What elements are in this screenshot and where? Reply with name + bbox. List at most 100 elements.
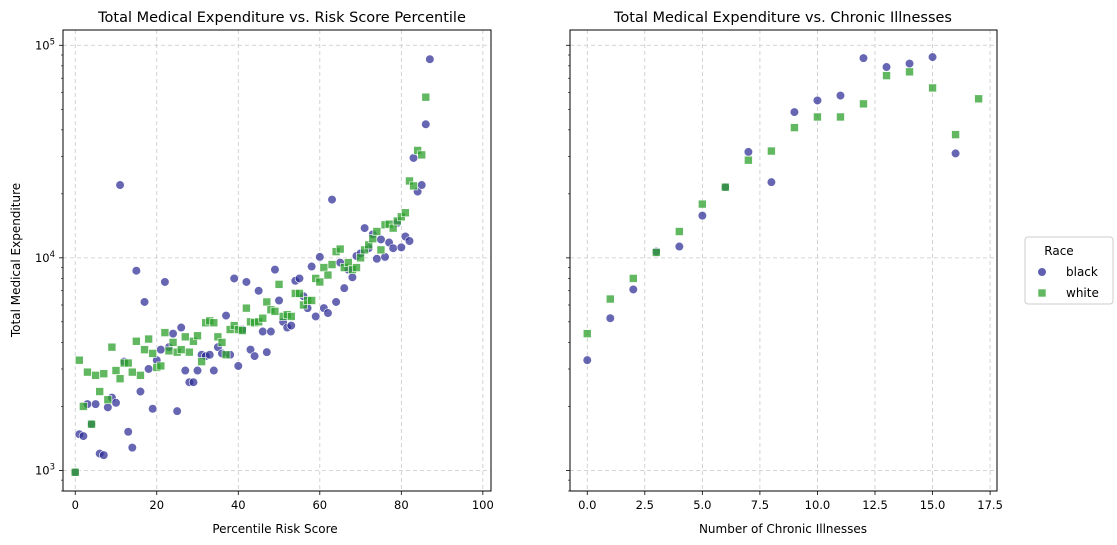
left-point-white	[209, 318, 219, 328]
left-point-white	[160, 328, 170, 337]
right-point-white	[698, 199, 707, 209]
left-point-black	[229, 273, 239, 284]
left-point-black	[315, 252, 325, 262]
left-point-white	[335, 244, 345, 254]
left-point-white	[115, 374, 125, 384]
left-point-white	[87, 419, 96, 429]
left-point-white	[132, 336, 141, 346]
left-x-tick-label: 80	[394, 498, 409, 512]
left-point-white	[193, 331, 202, 341]
left-point-white	[242, 303, 251, 313]
right-point-black	[628, 284, 638, 295]
left-point-white	[409, 181, 418, 191]
right-point-black	[743, 147, 753, 157]
right-point-black	[605, 313, 615, 323]
legend-label-white: white	[1066, 286, 1099, 300]
left-y-tick-label: 104	[35, 250, 55, 265]
right-point-white	[790, 123, 799, 132]
left-point-black	[258, 326, 268, 337]
legend: Race black white	[1024, 236, 1114, 305]
right-point-white	[767, 146, 776, 156]
right-x-tick-label: 15.0	[920, 498, 946, 512]
left-point-white	[95, 387, 104, 396]
left-point-black	[103, 402, 113, 412]
left-x-tick-label: 100	[472, 498, 494, 512]
left-point-white	[197, 357, 206, 366]
right-point-black	[858, 53, 869, 63]
left-point-black	[221, 310, 231, 321]
left-point-white	[258, 313, 268, 323]
left-point-black	[339, 283, 349, 293]
left-point-white	[79, 402, 88, 411]
left-point-white	[368, 234, 378, 244]
right-point-black	[674, 241, 684, 252]
right-point-white	[882, 71, 891, 80]
left-point-black	[294, 273, 305, 284]
left-point-black	[115, 180, 125, 190]
left-point-black	[172, 406, 182, 416]
left-point-white	[221, 350, 231, 360]
left-point-black	[347, 272, 358, 282]
right-point-black	[927, 52, 938, 62]
left-x-tick-label: 40	[231, 498, 246, 512]
left-point-black	[233, 361, 243, 371]
left-point-white	[217, 338, 227, 347]
left-point-black	[262, 347, 272, 357]
right-point-black	[789, 107, 800, 117]
right-point-white	[836, 112, 845, 122]
left-point-white	[315, 277, 325, 287]
right-plot: Total Medical Expenditure vs. Chronic Il…	[566, 10, 1003, 536]
left-point-black	[396, 242, 406, 252]
right-point-white	[652, 248, 661, 257]
left-point-black	[245, 345, 256, 355]
left-point-white	[140, 345, 149, 354]
left-point-white	[180, 332, 190, 342]
left-point-black	[180, 365, 190, 376]
right-x-tick-label: 2.5	[636, 498, 654, 512]
left-point-black	[307, 261, 317, 272]
left-point-black	[111, 398, 121, 408]
left-point-black	[135, 386, 146, 397]
left-y-tick-label: 105	[35, 37, 55, 52]
right-x-tick-label: 7.5	[751, 498, 769, 512]
left-point-white	[417, 150, 427, 160]
right-point-black	[950, 148, 961, 158]
left-point-black	[160, 277, 170, 287]
left-point-white	[323, 270, 333, 280]
left-plot: Total Medical Expenditure vs. Risk Score…	[9, 10, 494, 536]
left-point-white	[83, 367, 92, 377]
left-point-black	[156, 345, 166, 355]
left-point-white	[111, 366, 121, 375]
left-point-white	[307, 296, 316, 305]
left-point-black	[241, 277, 252, 287]
left-point-white	[107, 342, 117, 352]
left-plot-title: Total Medical Expenditure vs. Risk Score…	[97, 10, 466, 26]
left-point-white	[352, 263, 361, 272]
left-point-black	[168, 329, 178, 339]
right-x-tick-label: 17.5	[977, 498, 1003, 512]
right-x-tick-label: 5.0	[693, 498, 711, 512]
right-x-tick-label: 12.5	[862, 498, 888, 512]
left-point-black	[323, 308, 333, 318]
left-point-white	[401, 208, 410, 218]
legend-label-black: black	[1066, 265, 1098, 279]
left-point-black	[78, 431, 88, 441]
left-x-tick-label: 0	[72, 498, 79, 512]
left-point-black	[139, 297, 150, 307]
right-point-white	[813, 112, 822, 122]
left-point-white	[164, 346, 174, 356]
right-point-black	[582, 355, 592, 365]
left-point-black	[327, 194, 337, 205]
right-point-white	[905, 67, 914, 77]
left-point-black	[425, 54, 435, 64]
right-point-white	[605, 294, 615, 304]
left-point-black	[131, 266, 141, 276]
left-plot-frame	[62, 29, 492, 492]
left-point-white	[99, 369, 109, 379]
left-point-black	[286, 320, 296, 331]
right-point-black	[697, 211, 707, 221]
left-point-white	[136, 371, 145, 380]
left-point-white	[372, 227, 382, 236]
left-point-white	[156, 361, 166, 371]
left-point-white	[70, 467, 80, 477]
